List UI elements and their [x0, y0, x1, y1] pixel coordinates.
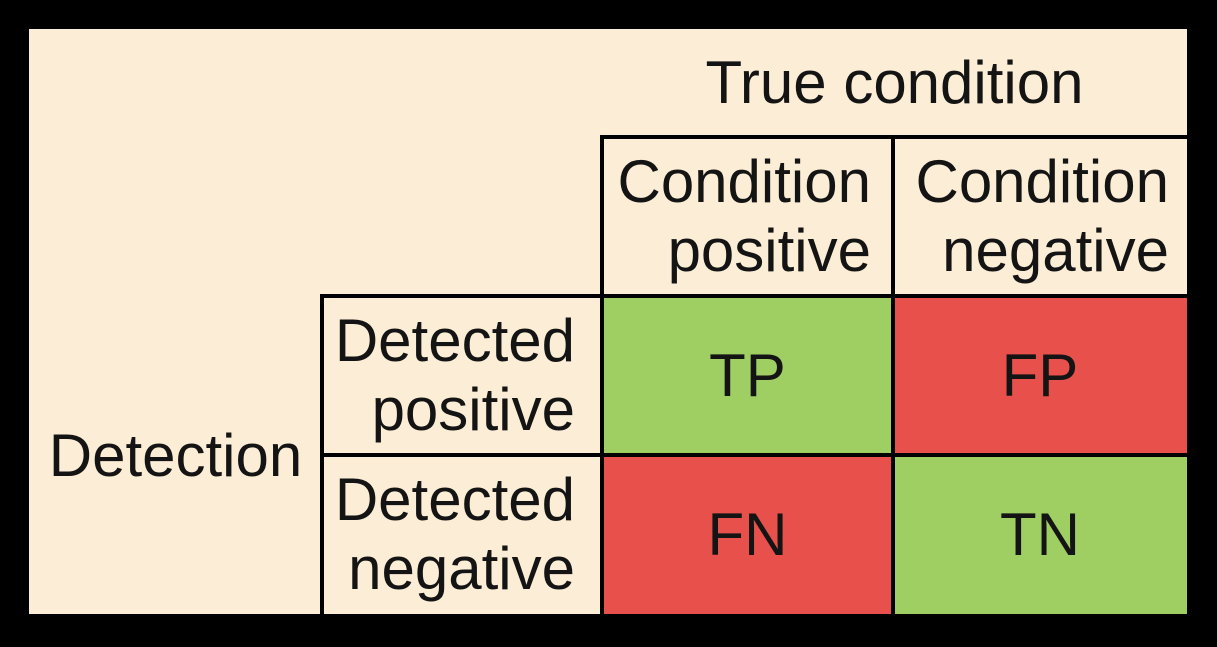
- cell-false-positive-label: FP: [1001, 341, 1079, 409]
- cell-true-positive-label: TP: [709, 341, 786, 409]
- row-header-detected-positive: Detected positive: [322, 296, 602, 453]
- grid-line-left-of-first-column: [600, 135, 604, 614]
- cell-true-positive: TP: [602, 296, 893, 455]
- grid-line-between-columns: [891, 135, 895, 614]
- row-header-detected-positive-line2: positive: [371, 375, 575, 443]
- row-header-detected-negative-line2: negative: [348, 534, 575, 602]
- cell-true-negative: TN: [893, 455, 1187, 614]
- matrix-panel: TP FP FN TN True condition Condition pos…: [29, 29, 1187, 614]
- column-header-condition-positive: Condition positive: [602, 137, 893, 294]
- cell-true-negative-label: TN: [1000, 500, 1080, 568]
- grid-line-below-column-headers: [322, 294, 1187, 298]
- cell-false-negative: FN: [602, 455, 893, 614]
- row-header-detected-positive-line1: Detected: [334, 306, 575, 374]
- grid-line-between-rows: [322, 453, 1187, 457]
- row-header-detected-negative-line1: Detected: [334, 465, 575, 533]
- cell-false-positive: FP: [893, 296, 1187, 455]
- column-header-condition-negative-line1: Condition: [915, 147, 1169, 215]
- cell-false-negative-label: FN: [707, 500, 788, 568]
- row-header-detected-negative: Detected negative: [322, 455, 602, 612]
- column-header-condition-positive-line1: Condition: [617, 147, 871, 215]
- row-axis-title-text: Detection: [48, 421, 303, 489]
- column-header-condition-positive-line2: positive: [667, 216, 871, 284]
- column-axis-title-text: True condition: [705, 48, 1084, 116]
- grid-line-left-of-row-headers: [320, 294, 324, 614]
- row-axis-title: Detection: [29, 296, 322, 614]
- column-header-condition-negative-line2: negative: [942, 216, 1169, 284]
- column-axis-title: True condition: [602, 29, 1187, 135]
- column-header-condition-negative: Condition negative: [893, 137, 1187, 294]
